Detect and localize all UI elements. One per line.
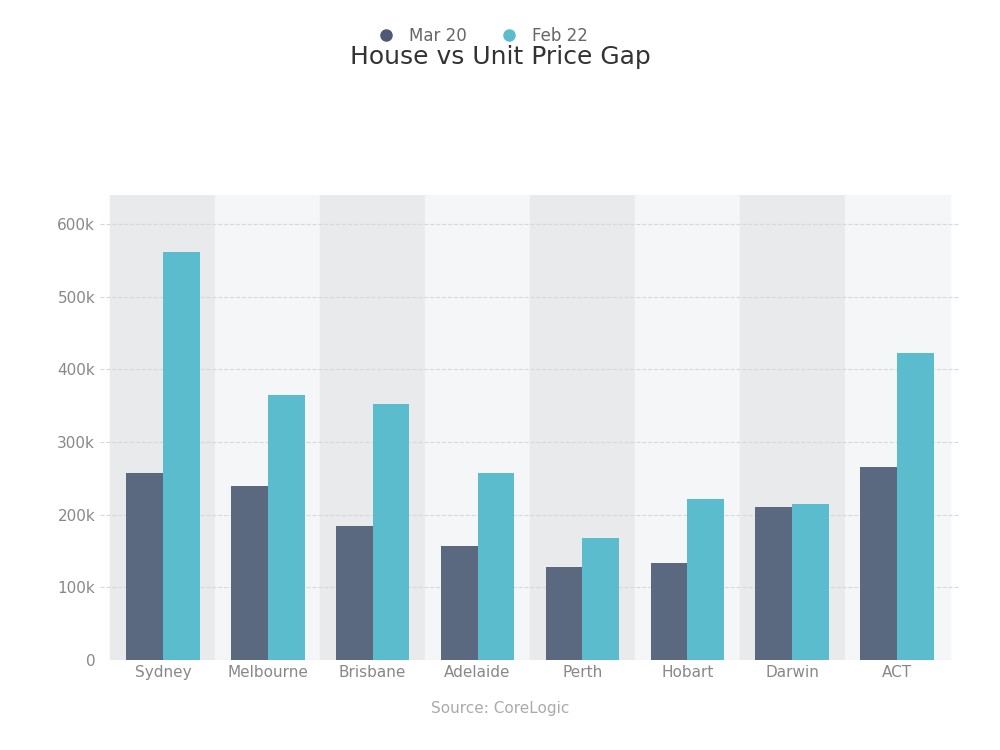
Bar bbox=[582, 538, 619, 660]
Bar bbox=[740, 195, 845, 660]
Bar bbox=[336, 526, 373, 660]
Bar bbox=[441, 546, 478, 660]
Text: Source: CoreLogic: Source: CoreLogic bbox=[431, 700, 569, 715]
Text: House vs Unit Price Gap: House vs Unit Price Gap bbox=[350, 45, 650, 69]
Legend: Mar 20, Feb 22: Mar 20, Feb 22 bbox=[369, 27, 588, 45]
Bar bbox=[425, 195, 530, 660]
Bar bbox=[231, 486, 268, 660]
Bar bbox=[126, 472, 163, 660]
Bar bbox=[845, 195, 950, 660]
Bar bbox=[651, 563, 687, 660]
Bar bbox=[268, 394, 305, 660]
Bar bbox=[373, 404, 409, 660]
Bar bbox=[635, 195, 740, 660]
Bar bbox=[897, 353, 934, 660]
Bar bbox=[478, 472, 514, 660]
Bar bbox=[792, 504, 829, 660]
Bar bbox=[530, 195, 635, 660]
Bar bbox=[546, 567, 582, 660]
Bar bbox=[687, 499, 724, 660]
Bar bbox=[215, 195, 320, 660]
Bar bbox=[163, 252, 200, 660]
Bar bbox=[860, 467, 897, 660]
Bar bbox=[320, 195, 425, 660]
Bar bbox=[110, 195, 215, 660]
Bar bbox=[755, 508, 792, 660]
